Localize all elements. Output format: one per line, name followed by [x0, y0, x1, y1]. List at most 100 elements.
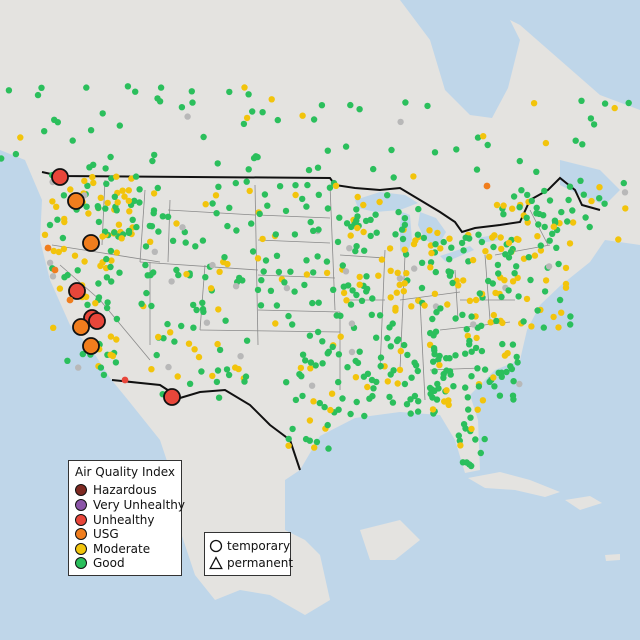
station-marker	[323, 258, 331, 265]
station-marker	[449, 279, 456, 287]
station-marker	[353, 291, 360, 299]
station-marker	[356, 281, 363, 288]
legend-item-very-unhealthy: Very Unhealthy	[75, 498, 185, 512]
station-marker	[491, 232, 498, 239]
station-marker	[324, 421, 331, 429]
station-marker	[55, 248, 62, 256]
station-marker	[54, 216, 61, 223]
station-marker	[143, 289, 150, 297]
station-marker	[474, 134, 482, 141]
station-marker	[463, 326, 470, 333]
station-marker	[387, 294, 394, 301]
station-marker	[344, 364, 351, 371]
station-marker-elevated	[163, 388, 181, 406]
station-marker	[625, 99, 632, 107]
station-marker	[353, 243, 360, 250]
station-marker	[353, 398, 360, 406]
station-markers	[0, 83, 632, 470]
station-marker	[116, 122, 124, 129]
station-marker	[185, 340, 193, 347]
station-marker	[314, 253, 321, 260]
station-marker	[115, 221, 123, 228]
station-marker	[124, 83, 132, 90]
station-marker	[259, 235, 266, 243]
station-marker	[164, 213, 172, 220]
station-marker	[121, 376, 129, 384]
station-marker	[549, 230, 556, 237]
station-marker	[455, 432, 462, 439]
station-marker	[83, 203, 90, 210]
station-marker	[358, 297, 366, 304]
station-marker	[515, 293, 522, 300]
station-marker	[369, 295, 376, 302]
station-marker	[90, 161, 97, 168]
station-marker	[89, 173, 96, 181]
station-marker	[360, 373, 368, 380]
station-marker	[216, 268, 223, 275]
station-marker	[502, 251, 509, 258]
usg-swatch	[75, 528, 87, 540]
station-marker	[495, 270, 502, 277]
station-marker	[427, 264, 434, 271]
station-marker	[389, 399, 397, 406]
station-marker	[347, 301, 355, 308]
station-marker	[337, 333, 344, 340]
station-marker	[243, 178, 250, 185]
station-marker	[138, 300, 145, 307]
station-marker	[586, 223, 593, 231]
station-marker	[499, 340, 506, 348]
station-marker	[468, 462, 475, 470]
station-marker	[245, 91, 252, 98]
station-marker	[541, 223, 548, 231]
station-marker	[501, 277, 508, 284]
station-marker	[192, 243, 199, 250]
station-marker	[395, 336, 402, 343]
station-marker	[384, 378, 391, 385]
station-marker	[308, 382, 316, 389]
station-marker	[555, 324, 562, 331]
station-marker	[462, 384, 469, 391]
station-marker	[260, 268, 267, 275]
very-unhealthy-swatch	[75, 499, 87, 511]
station-marker	[403, 270, 410, 277]
station-marker	[348, 223, 355, 231]
station-marker	[261, 191, 269, 198]
station-marker	[434, 229, 441, 237]
station-marker	[545, 263, 553, 270]
station-marker	[601, 200, 608, 207]
station-marker	[242, 373, 250, 380]
station-marker	[64, 357, 71, 364]
station-marker	[508, 365, 516, 373]
station-marker	[566, 183, 574, 190]
station-marker	[493, 201, 501, 209]
station-marker	[221, 254, 228, 261]
station-marker	[394, 380, 401, 387]
station-marker	[354, 193, 361, 201]
station-marker-elevated	[82, 337, 100, 355]
station-marker	[315, 299, 322, 306]
station-marker	[446, 368, 454, 375]
station-marker	[481, 435, 488, 443]
station-marker	[407, 410, 414, 417]
station-marker	[493, 317, 500, 325]
station-marker	[401, 280, 408, 287]
station-marker	[254, 286, 262, 294]
station-marker	[497, 234, 504, 241]
station-marker	[314, 328, 322, 336]
station-marker	[477, 449, 484, 457]
station-marker	[101, 228, 109, 235]
station-marker	[468, 348, 475, 355]
station-marker	[214, 367, 222, 374]
station-marker	[276, 183, 284, 190]
station-marker	[174, 373, 181, 380]
station-marker	[533, 210, 540, 217]
station-marker	[328, 390, 336, 397]
station-marker	[453, 146, 460, 153]
station-marker	[518, 187, 525, 194]
station-marker	[325, 348, 332, 355]
station-marker	[154, 184, 161, 192]
station-marker	[131, 197, 138, 204]
station-marker	[396, 275, 404, 282]
station-marker	[142, 243, 150, 250]
station-marker	[528, 197, 535, 205]
